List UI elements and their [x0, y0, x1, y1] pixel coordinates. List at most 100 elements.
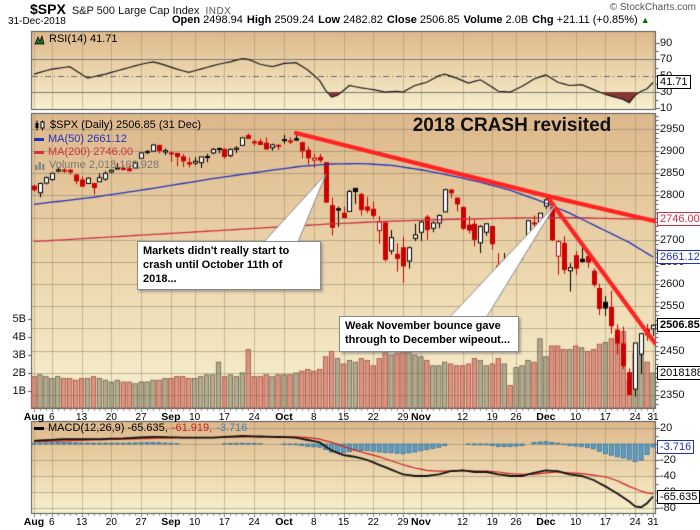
quote-label: Chg: [532, 14, 554, 26]
volume-legend: Volume 2,018,188,928: [34, 159, 159, 171]
macd-x-axis-label: Sep: [161, 515, 181, 528]
price-x-axis-label: 29: [397, 411, 409, 423]
volume-axis-label: 2B: [12, 367, 26, 379]
quote-label: High: [246, 14, 272, 26]
axis-value-box: -65.635: [657, 489, 700, 504]
quote-value: 2509.24: [274, 14, 315, 26]
candlestick-icon: [35, 120, 45, 130]
volume-bars-icon: [35, 162, 45, 170]
macd-x-axis-label: 31: [647, 516, 659, 528]
price-legend-label: $SPX (Daily) 2506.85 (31 Dec): [50, 119, 202, 131]
ma200-legend-label: MA(200) 2746.00: [48, 146, 133, 158]
macd-x-axis-label: 12: [456, 516, 469, 528]
axis-value-box: 41.71: [657, 75, 691, 90]
quote-value: +21.11 (+0.85%): [556, 14, 638, 26]
price-legend: $SPX (Daily) 2506.85 (31 Dec): [34, 119, 201, 131]
chart-date: 31-Dec-2018: [8, 16, 66, 27]
rsi-axis-label: 90: [660, 37, 673, 49]
ma50-legend-label: MA(50) 2661.12: [48, 133, 127, 145]
price-x-axis-label: 19: [486, 411, 498, 423]
price-x-axis-label: 15: [337, 411, 350, 423]
symbol-ticker: $SPX: [30, 1, 66, 17]
quote-line: Open 2498.94 High 2509.24 Low 2482.82 Close 250…: [168, 14, 650, 26]
rsi-area-icon: [34, 34, 45, 44]
axis-value-box: 2018188: [657, 365, 700, 380]
chart-header: $SPX S&P 500 Large Cap Index INDX: [30, 1, 231, 17]
ma50-legend: MA(50) 2661.12: [34, 133, 127, 145]
macd-x-axis-label: 8: [310, 516, 317, 528]
price-x-axis-label: 10: [189, 411, 201, 423]
copyright-text: © StockCharts.com: [609, 2, 696, 13]
axis-value-box: 2746.00: [657, 212, 700, 227]
axis-value-box: 2506.85: [657, 318, 700, 333]
macd-axis-label: -40: [660, 470, 676, 482]
macd-x-axis-label: 27: [135, 516, 147, 528]
macd-x-axis-label: Oct: [275, 515, 293, 528]
price-axis-label: 2850: [660, 167, 685, 180]
macd-legend-main: MACD(12,26,9) -65.635,: [48, 422, 168, 434]
price-x-axis-label: 17: [218, 411, 230, 423]
macd-axis-label: -80: [660, 502, 676, 514]
price-x-axis-label: Sep: [161, 410, 181, 423]
price-x-axis-label: 24: [629, 411, 641, 423]
price-x-axis-label: 24: [248, 411, 260, 423]
quote-value: 2506.85: [419, 14, 460, 26]
volume-axis-label: 3B: [12, 349, 26, 361]
price-axis-label: 2350: [660, 388, 685, 401]
macd-legend-signal: -61.919,: [171, 422, 213, 434]
price-x-axis-label: 13: [76, 411, 88, 423]
macd-x-axis-label: 15: [337, 516, 350, 528]
symbol-exchange: INDX: [205, 6, 232, 17]
price-x-axis-label: 10: [570, 411, 582, 423]
axis-value-box: -3.716: [657, 439, 695, 454]
macd-x-axis-label: Nov: [410, 515, 431, 528]
macd-x-axis-label: 24: [248, 516, 260, 528]
ma50-line-icon: [34, 137, 44, 141]
ma200-legend: MA(200) 2746.00: [34, 146, 133, 158]
price-x-axis-label: 26: [510, 411, 522, 423]
macd-x-axis-label: 17: [218, 516, 230, 528]
macd-x-axis-label: 29: [397, 516, 409, 528]
rsi-axis-label: 70: [660, 53, 673, 66]
change-up-arrow-icon: ▲: [640, 15, 650, 25]
macd-line-icon: [34, 426, 44, 430]
price-x-axis-label: Dec: [536, 410, 556, 423]
rsi-legend: RSI(14) 41.71: [34, 33, 117, 45]
price-axis-label: 2700: [660, 233, 685, 246]
quote-label: Volume: [463, 14, 503, 26]
macd-x-axis-label: 26: [510, 516, 522, 528]
price-x-axis-label: 31: [647, 411, 659, 423]
macd-legend: MACD(12,26,9) -65.635, -61.919, -3.716: [34, 422, 247, 434]
symbol-name: S&P 500 Large Cap Index: [71, 5, 200, 17]
macd-legend-hist: -3.716: [216, 422, 248, 434]
rsi-axis-label: 10: [660, 102, 673, 115]
price-x-axis-label: Nov: [410, 410, 431, 423]
price-axis-label: 2550: [660, 300, 685, 313]
macd-x-axis-label: 22: [367, 516, 379, 528]
macd-x-axis-label: 19: [486, 516, 498, 528]
price-x-axis-label: Aug: [23, 410, 45, 423]
quote-value: 2.0B: [505, 14, 529, 26]
volume-axis-label: 5B: [12, 313, 26, 325]
price-x-axis-label: 20: [105, 411, 117, 423]
volume-axis-label: 1B: [12, 385, 26, 397]
price-axis-label: 2450: [660, 344, 685, 357]
callout-december-wipeout: Weak November bounce gave through to Dec…: [339, 316, 519, 352]
price-axis-label: 2800: [660, 189, 685, 202]
volume-legend-label: Volume 2,018,188,928: [49, 159, 160, 171]
macd-x-axis-label: 20: [105, 516, 117, 528]
axis-value-box: 2661.12: [657, 250, 700, 264]
price-x-axis-label: 8: [310, 411, 317, 423]
quote-label: Open: [172, 14, 201, 26]
macd-x-axis-label: Dec: [536, 515, 556, 528]
quote-label: Close: [386, 14, 417, 26]
quote-value: 2498.94: [203, 14, 243, 26]
macd-x-axis-label: 17: [599, 516, 611, 528]
price-x-axis-label: 6: [49, 411, 55, 423]
rsi-legend-label: RSI(14) 41.71: [49, 33, 118, 45]
quote-value: 2482.82: [343, 14, 383, 26]
annotation-title: 2018 CRASH revisited: [412, 115, 612, 136]
volume-axis-label: 4B: [12, 331, 26, 343]
